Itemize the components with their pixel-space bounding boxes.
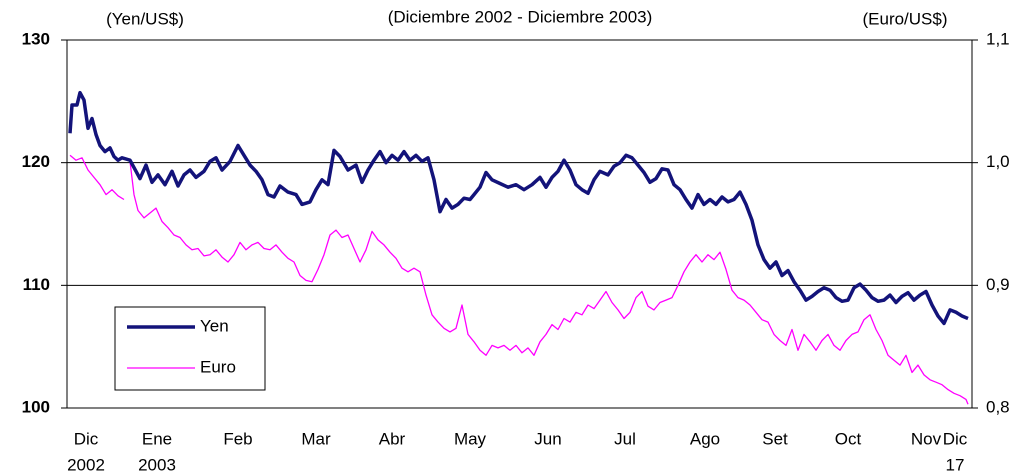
y2-tick-label: 1,1 xyxy=(986,29,1010,48)
x-tick-label-row2: 2002 xyxy=(67,455,105,474)
y-tick-label: 100 xyxy=(22,397,50,416)
x-tick-label: Dic xyxy=(74,429,99,448)
x-tick-label-row2: 17 xyxy=(946,455,965,474)
x-tick-label: May xyxy=(454,429,487,448)
y2-tick-label: 0,9 xyxy=(986,275,1010,294)
x-tick-label-row2: 2003 xyxy=(138,455,176,474)
x-tick-label: Set xyxy=(762,429,788,448)
x-tick-label: Jun xyxy=(534,429,561,448)
legend-label: Euro xyxy=(200,357,236,376)
legend-box xyxy=(114,306,266,391)
x-tick-label: Oct xyxy=(835,429,862,448)
x-tick-label: Ago xyxy=(690,429,720,448)
x-tick-label: Feb xyxy=(223,429,252,448)
x-tick-label: Jul xyxy=(614,429,636,448)
y-axis-label: (Yen/US$) xyxy=(106,9,184,28)
y-tick-label: 110 xyxy=(23,275,50,294)
series-line xyxy=(69,154,969,405)
y2-tick-label: 1,0 xyxy=(986,152,1010,171)
chart-subtitle: (Diciembre 2002 - Diciembre 2003) xyxy=(388,7,653,26)
y2-tick-label: 0,8 xyxy=(986,397,1010,416)
y2-axis-label: (Euro/US$) xyxy=(862,9,947,28)
x-tick-label: Nov xyxy=(911,429,942,448)
x-tick-label: Dic xyxy=(943,429,968,448)
series-line xyxy=(68,90,969,326)
x-tick-label: Mar xyxy=(301,429,331,448)
x-tick-label: Abr xyxy=(379,429,406,448)
x-tick-label: Ene xyxy=(142,429,172,448)
y-tick-label: 130 xyxy=(22,29,50,48)
y-tick-label: 120 xyxy=(22,152,50,171)
legend-label: Yen xyxy=(200,316,229,335)
